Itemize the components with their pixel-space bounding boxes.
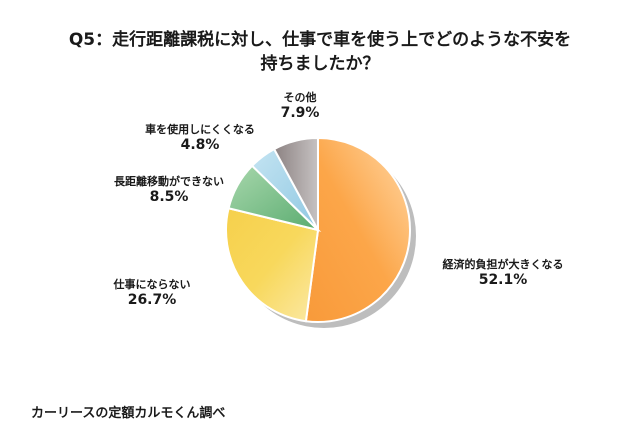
- source-credit: カーリースの定額カルモくん調べ: [31, 406, 226, 421]
- label-other: その他 7.9%: [280, 91, 320, 121]
- label-no-work: 仕事にならない 26.7%: [113, 278, 191, 308]
- title-line-2: 持ちましたか？: [260, 54, 380, 74]
- pie-slice: [272, 136, 319, 231]
- label-hard-to-use: 車を使用しにくくなる 4.8%: [145, 123, 255, 153]
- title-line-1: Q5：走行距離課税に対し、仕事で車を使う上でどのような不安を: [68, 30, 572, 50]
- label-economic-burden: 経済的負担が大きくなる 52.1%: [442, 258, 564, 288]
- label-long-distance: 長距離移動ができない 8.5%: [114, 175, 224, 205]
- pie-slice: [304, 136, 411, 323]
- chart-title: Q5：走行距離課税に対し、仕事で車を使う上でどのような不安を 持ちましたか？: [0, 28, 640, 76]
- pie-slice: [225, 207, 320, 323]
